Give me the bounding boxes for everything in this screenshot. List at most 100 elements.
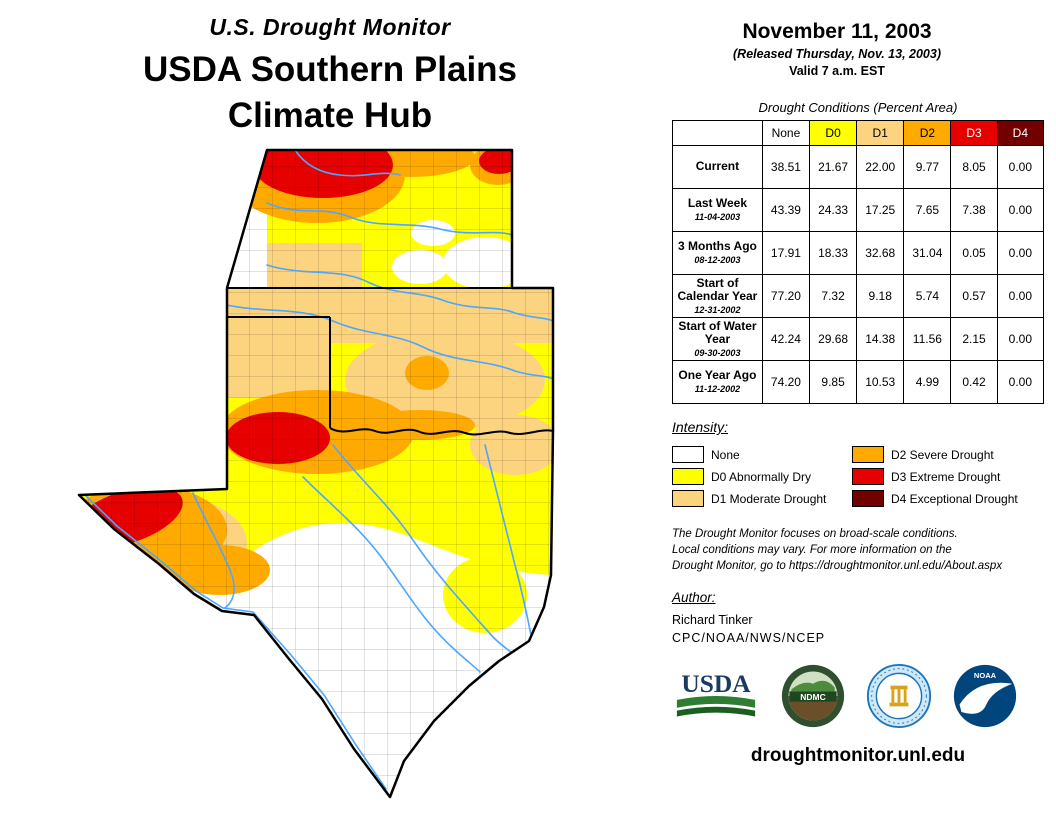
logos-row: USDA NDMC [672,663,1044,729]
disclaimer-line: The Drought Monitor focuses on broad-sca… [672,528,958,540]
legend-item-none: None [672,446,852,463]
cell-value: 0.42 [950,360,998,404]
author-heading: Author: [672,590,716,606]
table-header-row: None D0 D1 D2 D3 D4 [672,120,1045,146]
table-row: Current 38.51 21.67 22.00 9.77 8.05 0.00 [672,145,1045,189]
cell-value: 42.24 [761,317,811,361]
d2-swatch [852,446,884,463]
info-panel: November 11, 2003 (Released Thursday, No… [630,20,1045,767]
table-row: Last Week 11-04-2003 43.39 24.33 17.25 7.… [672,188,1045,232]
cell-value: 2.15 [950,317,998,361]
cell-value: 74.20 [761,360,811,404]
usda-logo: USDA [676,670,756,717]
legend-title: Intensity: [672,419,729,435]
col-header-none: None [761,120,811,146]
legend-label: D3 Extreme Drought [891,469,1001,484]
table-row: Start of Water Year 09-30-2003 42.24 29.6… [672,317,1045,361]
unl-seal-logo [866,664,932,729]
legend-item-d1: D1 Moderate Drought [672,490,852,507]
disclaimer-line: Local conditions may vary. For more info… [672,544,952,557]
cell-value: 4.99 [903,360,952,404]
d4-swatch [852,490,884,507]
cell-value: 0.00 [996,145,1045,189]
cell-value: 8.05 [950,145,998,189]
cell-value: 0.05 [950,231,998,275]
disclaimer-line[interactable]: Drought Monitor, go to https://droughtmo… [672,560,1003,573]
cell-value: 32.68 [856,231,905,275]
legend-column-left: None D0 Abnormally Dry D1 Moderate Droug… [672,441,852,512]
cell-value: 7.38 [950,188,998,232]
table-title: Drought Conditions (Percent Area) [758,100,958,115]
row-date: 09-30-2003 [694,348,741,359]
legend-label: D1 Moderate Drought [711,491,827,506]
state-borders [227,287,554,436]
table-row: Start of Calendar Year 12-31-2002 77.20 7… [672,274,1045,318]
legend-column-right: D2 Severe Drought D3 Extreme Drought D4 … [852,441,1018,512]
cell-value: 14.38 [856,317,905,361]
legend: None D0 Abnormally Dry D1 Moderate Droug… [672,441,1044,512]
cell-value: 17.91 [761,231,811,275]
cell-value: 0.00 [996,188,1045,232]
cell-value: 7.65 [903,188,952,232]
svg-text:NOAA: NOAA [974,671,997,680]
drought-map [65,145,565,805]
cell-value: 18.33 [809,231,858,275]
drought-map-svg [77,148,555,799]
county-grid [79,150,553,797]
cell-value: 17.25 [856,188,905,232]
legend-label: D2 Severe Drought [891,447,994,462]
cell-value: 43.39 [761,188,811,232]
row-label: 3 Months Ago 08-12-2003 [672,231,763,275]
legend-label: None [711,447,740,462]
row-label: Last Week 11-04-2003 [672,188,763,232]
cell-value: 7.32 [809,274,858,318]
col-header-d4: D4 [996,120,1045,146]
region-outline [77,148,555,799]
cell-value: 0.00 [996,360,1045,404]
title-block: U.S. Drought Monitor USDA Southern Plain… [30,14,630,138]
none-swatch [672,446,704,463]
col-header-d2: D2 [903,120,952,146]
col-header-d1: D1 [856,120,905,146]
map-date: November 11, 2003 [742,20,932,43]
cell-value: 38.51 [761,145,811,189]
row-label: Current [672,145,763,189]
cell-value: 0.57 [950,274,998,318]
table-row: One Year Ago 11-12-2002 74.20 9.85 10.53 … [672,360,1045,404]
svg-text:USDA: USDA [681,670,751,698]
cell-value: 29.68 [809,317,858,361]
cell-value: 11.56 [903,317,952,361]
legend-label: D0 Abnormally Dry [711,469,812,484]
page-title-line2: Climate Hub [227,95,433,135]
row-date: 11-04-2003 [694,212,741,223]
col-header-d0: D0 [809,120,858,146]
d1-swatch [672,490,704,507]
cell-value: 0.00 [996,317,1045,361]
rivers [81,150,553,790]
noaa-logo: NOAA [953,665,1017,728]
page-title-line1: USDA Southern Plains [142,50,518,89]
legend-item-d4: D4 Exceptional Drought [852,490,1018,507]
row-label: Start of Water Year 09-30-2003 [672,317,763,361]
footer-url[interactable]: droughtmonitor.unl.edu [750,745,966,767]
row-label: Start of Calendar Year 12-31-2002 [672,274,763,318]
d0-swatch [672,468,704,485]
row-date: 12-31-2002 [694,305,741,316]
row-label: One Year Ago 11-12-2002 [672,360,763,404]
cell-value: 22.00 [856,145,905,189]
legend-item-d2: D2 Severe Drought [852,446,1018,463]
cell-value: 9.18 [856,274,905,318]
cell-value: 24.33 [809,188,858,232]
cell-value: 0.00 [996,231,1045,275]
cell-value: 5.74 [903,274,952,318]
author-name: Richard Tinker [672,613,753,628]
disclaimer: The Drought Monitor focuses on broad-sca… [672,526,1044,574]
drought-conditions-table: None D0 D1 D2 D3 D4 Current 38.51 21.67 … [672,120,1045,404]
row-date: 08-12-2003 [694,255,741,266]
ndmc-logo: NDMC [781,665,845,728]
table-corner-cell [672,120,763,146]
cell-value: 9.77 [903,145,952,189]
legend-label: D4 Exceptional Drought [891,491,1018,506]
svg-text:NDMC: NDMC [800,692,825,702]
